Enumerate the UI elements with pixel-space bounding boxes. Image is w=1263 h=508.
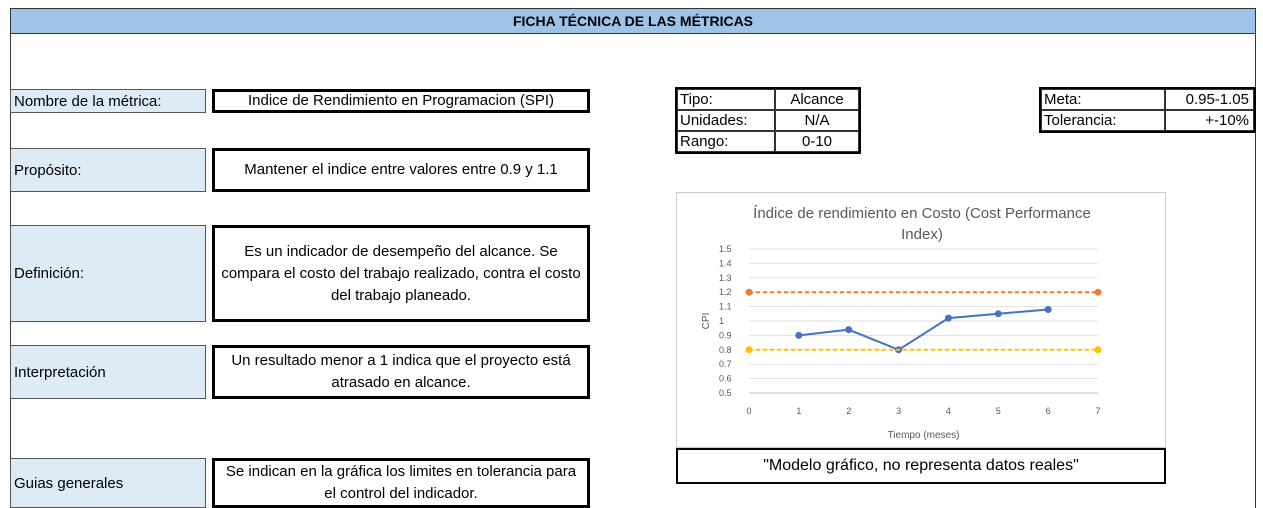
y-tick-label: 1 <box>719 316 724 326</box>
y-tick-label: 0.8 <box>719 345 732 355</box>
y-tick-label: 1.2 <box>719 287 732 297</box>
info-value: 0-10 <box>775 131 859 152</box>
data-point <box>1094 288 1102 296</box>
data-point <box>745 346 753 354</box>
x-tick-label: 1 <box>796 406 801 416</box>
row-label: Nombre de la métrica: <box>10 89 206 113</box>
target-label: Tolerancia: <box>1041 110 1165 131</box>
y-tick-label: 0.7 <box>719 359 732 369</box>
x-axis-label: Tiempo (meses) <box>888 430 960 441</box>
chart-area: Índice de rendimiento en Costo (Cost Per… <box>676 192 1166 448</box>
data-point <box>845 326 853 334</box>
info-label: Tipo: <box>677 89 775 110</box>
data-point <box>994 310 1002 318</box>
row-value: Indice de Rendimiento en Programacion (S… <box>212 89 590 113</box>
y-tick-label: 1.1 <box>719 302 732 312</box>
target-value: 0.95-1.05 <box>1165 89 1254 110</box>
data-point <box>795 331 803 339</box>
y-axis-label: CPI <box>701 313 712 330</box>
row-label: Guias generales <box>10 458 206 508</box>
x-tick-label: 4 <box>946 406 951 416</box>
x-tick-label: 6 <box>1046 406 1051 416</box>
row-label: Propósito: <box>10 148 206 192</box>
y-tick-label: 1.4 <box>719 258 732 268</box>
info-box <box>675 87 861 154</box>
data-point <box>745 288 753 296</box>
y-tick-label: 0.5 <box>719 388 732 398</box>
y-tick-label: 1.5 <box>719 244 732 254</box>
series-line <box>798 308 1049 351</box>
target-label: Meta: <box>1041 89 1165 110</box>
row-value: Se indican en la gráfica los limites en … <box>212 458 590 508</box>
target-value: +-10% <box>1165 110 1254 131</box>
data-point <box>1094 346 1102 354</box>
y-tick-label: 0.9 <box>719 330 732 340</box>
info-label: Rango: <box>677 131 775 152</box>
chart-caption: "Modelo gráfico, no representa datos rea… <box>676 448 1166 484</box>
row-label: Definición: <box>10 225 206 322</box>
info-value: N/A <box>775 110 859 131</box>
info-value: Alcance <box>775 89 859 110</box>
row-value: Es un indicador de desempeño del alcance… <box>212 225 590 322</box>
row-label: Interpretación <box>10 345 206 399</box>
x-tick-label: 7 <box>1095 406 1100 416</box>
target-box <box>1039 87 1256 133</box>
chart: 0.5 0.6 0.7 0.8 0.9 1 1.1 1.2 1.3 1.4 1.5 0 1 2 3 4 5 6 7 T… <box>701 244 1102 441</box>
y-tick-label: 1.3 <box>719 273 732 283</box>
x-tick-label: 3 <box>896 406 901 416</box>
info-label: Unidades: <box>677 110 775 131</box>
x-tick-label: 5 <box>996 406 1001 416</box>
x-tick-label: 2 <box>846 406 851 416</box>
data-point <box>1044 305 1052 313</box>
chart-title: Índice de rendimiento en Costo (Cost Per… <box>753 205 1091 243</box>
sheet-title: FICHA TÉCNICA DE LAS MÉTRICAS <box>10 8 1256 34</box>
row-value: Un resultado menor a 1 indica que el pro… <box>212 345 590 399</box>
row-value: Mantener el indice entre valores entre 0… <box>212 148 590 192</box>
y-tick-label: 0.6 <box>719 374 732 384</box>
x-tick-label: 0 <box>746 406 751 416</box>
data-point <box>944 314 952 322</box>
